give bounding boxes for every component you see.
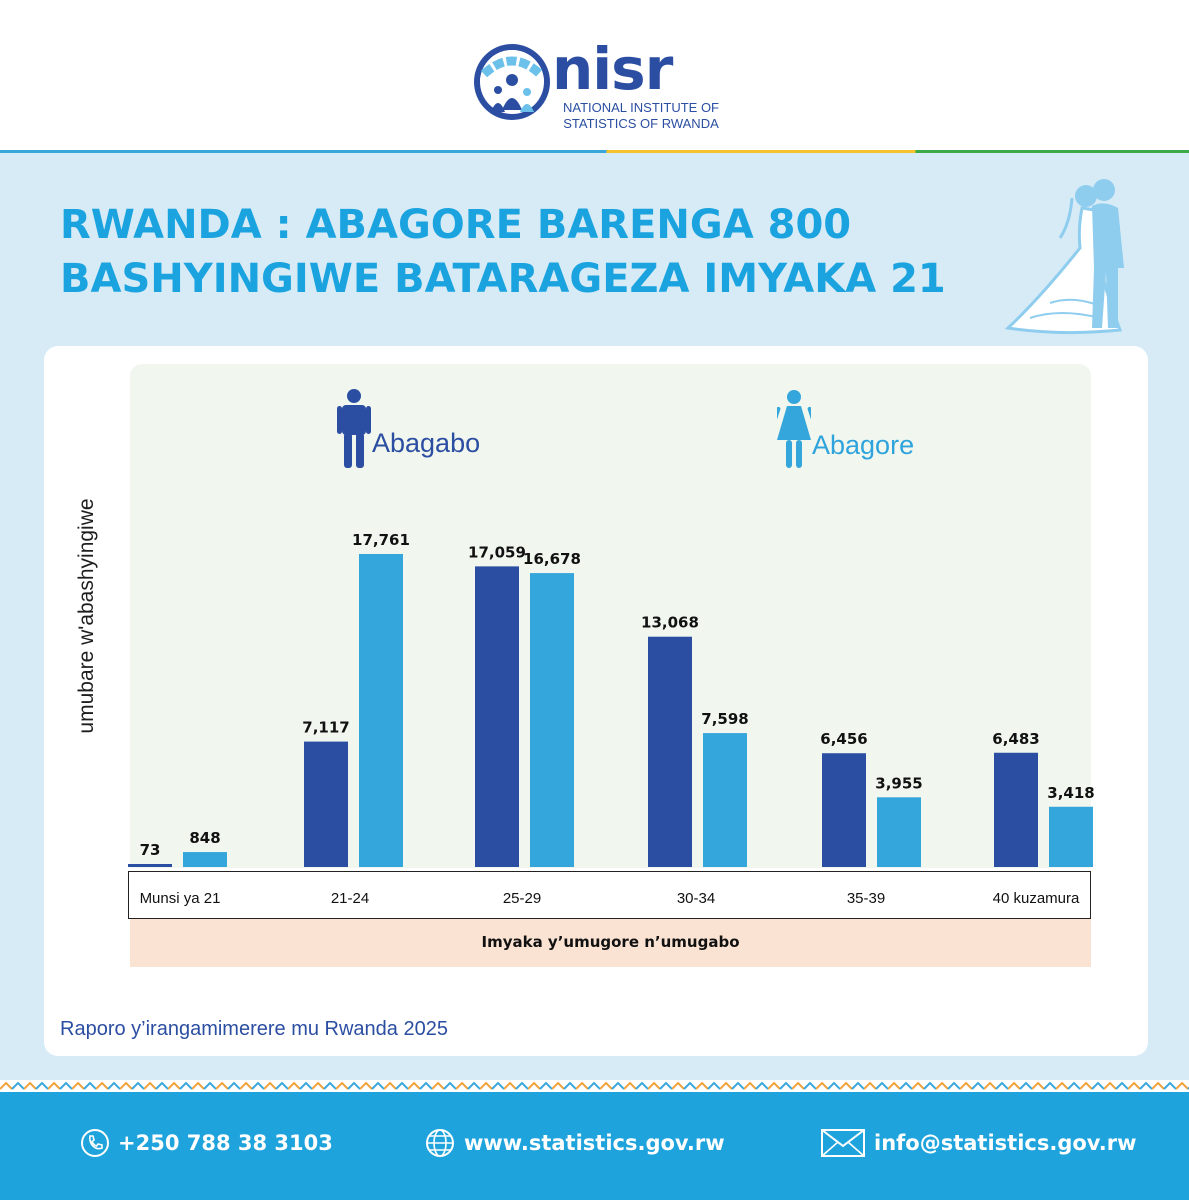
footer — [0, 1092, 1189, 1200]
bar-value-label: 13,068 — [641, 614, 699, 632]
bar-men-5 — [994, 752, 1038, 867]
wedding-couple-icon — [1004, 179, 1124, 335]
footer-email[interactable]: info@statistics.gov.rw — [820, 1126, 1137, 1160]
header-divider — [0, 150, 1189, 153]
bar-value-label: 3,418 — [1047, 784, 1094, 802]
bar-men-4 — [822, 753, 866, 867]
logo-wordmark: nisr — [552, 35, 673, 103]
x-tick-label: Munsi ya 21 — [140, 890, 221, 907]
bar-value-label: 17,761 — [352, 531, 410, 549]
logo-subtitle-line2: STATISTICS OF RWANDA — [563, 116, 719, 131]
website-link[interactable]: www.statistics.gov.rw — [464, 1131, 725, 1155]
bar-women-0 — [183, 852, 227, 867]
footer-website[interactable]: www.statistics.gov.rw — [424, 1126, 725, 1160]
x-tick-label: 40 kuzamura — [993, 890, 1080, 907]
bar-women-2 — [530, 573, 574, 867]
x-tick-label: 21-24 — [331, 890, 369, 907]
bar-men-1 — [304, 741, 348, 867]
nisr-logo[interactable]: nisr NATIONAL INSTITUTE OF STATISTICS OF… — [470, 35, 730, 132]
nisr-emblem-icon — [474, 44, 550, 120]
legend-men-label: Abagabo — [372, 428, 481, 458]
bar-value-label: 848 — [189, 829, 220, 847]
email-address[interactable]: info@statistics.gov.rw — [874, 1131, 1137, 1155]
phone-number: +250 788 38 3103 — [118, 1131, 333, 1155]
plot-area — [130, 364, 1091, 868]
page-title: RWANDA : ABAGORE BARENGA 800 BASHYINGIWE… — [60, 198, 1020, 306]
bar-women-4 — [877, 797, 921, 867]
x-axis-box — [128, 871, 1091, 919]
bar-value-label: 7,117 — [302, 719, 349, 737]
x-tick-label: 30-34 — [677, 890, 715, 907]
source-note: Raporo y’irangamimerere mu Rwanda 2025 — [60, 1018, 448, 1040]
bar-value-label: 6,456 — [820, 730, 867, 748]
woman-icon — [777, 390, 811, 468]
bar-women-5 — [1049, 806, 1093, 867]
bar-value-label: 73 — [140, 841, 161, 859]
mail-icon — [821, 1129, 865, 1157]
bar-men-3 — [648, 636, 692, 867]
logo-subtitle: NATIONAL INSTITUTE OF STATISTICS OF RWAN… — [556, 100, 726, 132]
footer-phone[interactable]: +250 788 38 3103 — [80, 1126, 333, 1160]
bar-women-3 — [703, 733, 747, 867]
globe-icon — [426, 1129, 454, 1157]
title-line-2: BASHYINGIWE BATARAGEZA IMYAKA 21 — [60, 256, 946, 302]
legend-women-label: Abagore — [812, 430, 915, 460]
bar-women-1 — [359, 554, 403, 867]
bar-men-0 — [128, 864, 172, 867]
title-line-1: RWANDA : ABAGORE BARENGA 800 — [60, 202, 852, 248]
logo-subtitle-line1: NATIONAL INSTITUTE OF — [562, 100, 719, 115]
bar-men-2 — [475, 566, 519, 867]
man-icon — [337, 389, 371, 468]
phone-icon — [81, 1129, 109, 1157]
bar-value-label: 6,483 — [992, 730, 1039, 748]
decorative-pattern — [0, 1080, 1189, 1092]
x-axis-label: Imyaka y’umugore n’umugabo — [130, 919, 1091, 967]
bar-value-label: 7,598 — [701, 710, 748, 728]
bar-value-label: 17,059 — [468, 543, 526, 561]
bar-value-label: 16,678 — [523, 550, 581, 568]
bar-value-label: 3,955 — [875, 774, 922, 792]
x-tick-label: 35-39 — [847, 890, 885, 907]
header: nisr NATIONAL INSTITUTE OF STATISTICS OF… — [0, 0, 1189, 150]
x-tick-label: 25-29 — [503, 890, 541, 907]
